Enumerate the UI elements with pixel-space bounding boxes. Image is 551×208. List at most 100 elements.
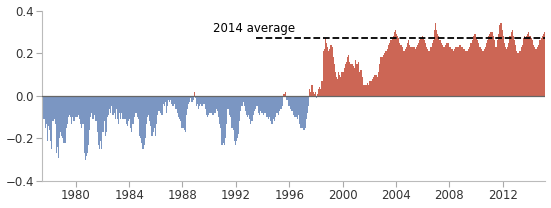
Bar [497, 40, 498, 96]
Bar [474, 34, 475, 96]
Bar [520, 51, 521, 96]
Bar [129, 96, 130, 119]
Bar [378, 72, 379, 96]
Bar [298, 96, 299, 115]
Bar [375, 74, 376, 96]
Bar [541, 38, 542, 96]
Bar [442, 47, 444, 96]
Bar [334, 64, 335, 96]
Bar [325, 38, 326, 96]
Bar [66, 96, 67, 128]
Bar [53, 96, 55, 119]
Bar [115, 96, 116, 119]
Bar [244, 96, 245, 106]
Bar [471, 42, 472, 96]
Bar [392, 38, 393, 96]
Bar [355, 59, 356, 96]
Bar [533, 45, 534, 96]
Bar [354, 68, 355, 96]
Bar [522, 45, 523, 96]
Bar [247, 96, 248, 117]
Bar [494, 40, 495, 96]
Bar [506, 49, 507, 96]
Bar [158, 96, 159, 111]
Bar [245, 96, 246, 111]
Bar [186, 96, 187, 115]
Bar [269, 96, 271, 117]
Bar [508, 42, 510, 96]
Bar [46, 96, 47, 124]
Bar [348, 55, 349, 96]
Bar [467, 51, 468, 96]
Bar [177, 96, 178, 113]
Bar [156, 96, 157, 124]
Bar [507, 47, 509, 96]
Bar [282, 96, 283, 106]
Bar [230, 96, 231, 117]
Bar [229, 96, 230, 115]
Bar [451, 49, 452, 96]
Bar [426, 47, 427, 96]
Bar [377, 77, 378, 96]
Bar [478, 42, 479, 96]
Bar [505, 47, 506, 96]
Bar [181, 96, 182, 128]
Bar [387, 49, 388, 96]
Bar [482, 51, 483, 96]
Bar [255, 96, 256, 109]
Bar [393, 36, 394, 96]
Bar [256, 96, 257, 106]
Bar [104, 96, 105, 121]
Bar [493, 36, 494, 96]
Bar [413, 47, 414, 96]
Bar [419, 40, 420, 96]
Bar [288, 96, 289, 106]
Bar [68, 96, 69, 117]
Bar [198, 96, 199, 109]
Bar [95, 96, 96, 121]
Bar [178, 96, 179, 117]
Bar [58, 96, 59, 158]
Bar [316, 96, 317, 98]
Bar [503, 36, 504, 96]
Bar [489, 34, 490, 96]
Bar [70, 96, 71, 117]
Bar [59, 96, 60, 139]
Bar [473, 36, 474, 96]
Bar [318, 89, 320, 96]
Bar [146, 96, 147, 124]
Bar [137, 96, 138, 117]
Bar [307, 96, 308, 113]
Bar [266, 96, 267, 117]
Bar [217, 96, 218, 111]
Bar [343, 72, 344, 96]
Bar [518, 53, 520, 96]
Bar [450, 47, 451, 96]
Bar [157, 96, 158, 115]
Bar [537, 47, 538, 96]
Bar [279, 96, 280, 111]
Bar [90, 96, 91, 117]
Bar [499, 25, 500, 96]
Bar [427, 49, 428, 96]
Bar [134, 96, 136, 113]
Bar [526, 36, 527, 96]
Bar [286, 96, 287, 100]
Bar [332, 47, 333, 96]
Bar [120, 96, 121, 119]
Bar [485, 47, 486, 96]
Bar [185, 96, 186, 132]
Bar [425, 42, 426, 96]
Bar [379, 64, 381, 96]
Bar [483, 51, 484, 96]
Bar [130, 96, 131, 128]
Bar [437, 34, 438, 96]
Bar [73, 96, 75, 121]
Bar [460, 45, 461, 96]
Bar [401, 45, 402, 96]
Bar [228, 96, 229, 109]
Bar [302, 96, 304, 130]
Bar [163, 96, 164, 104]
Bar [344, 68, 345, 96]
Bar [176, 96, 177, 109]
